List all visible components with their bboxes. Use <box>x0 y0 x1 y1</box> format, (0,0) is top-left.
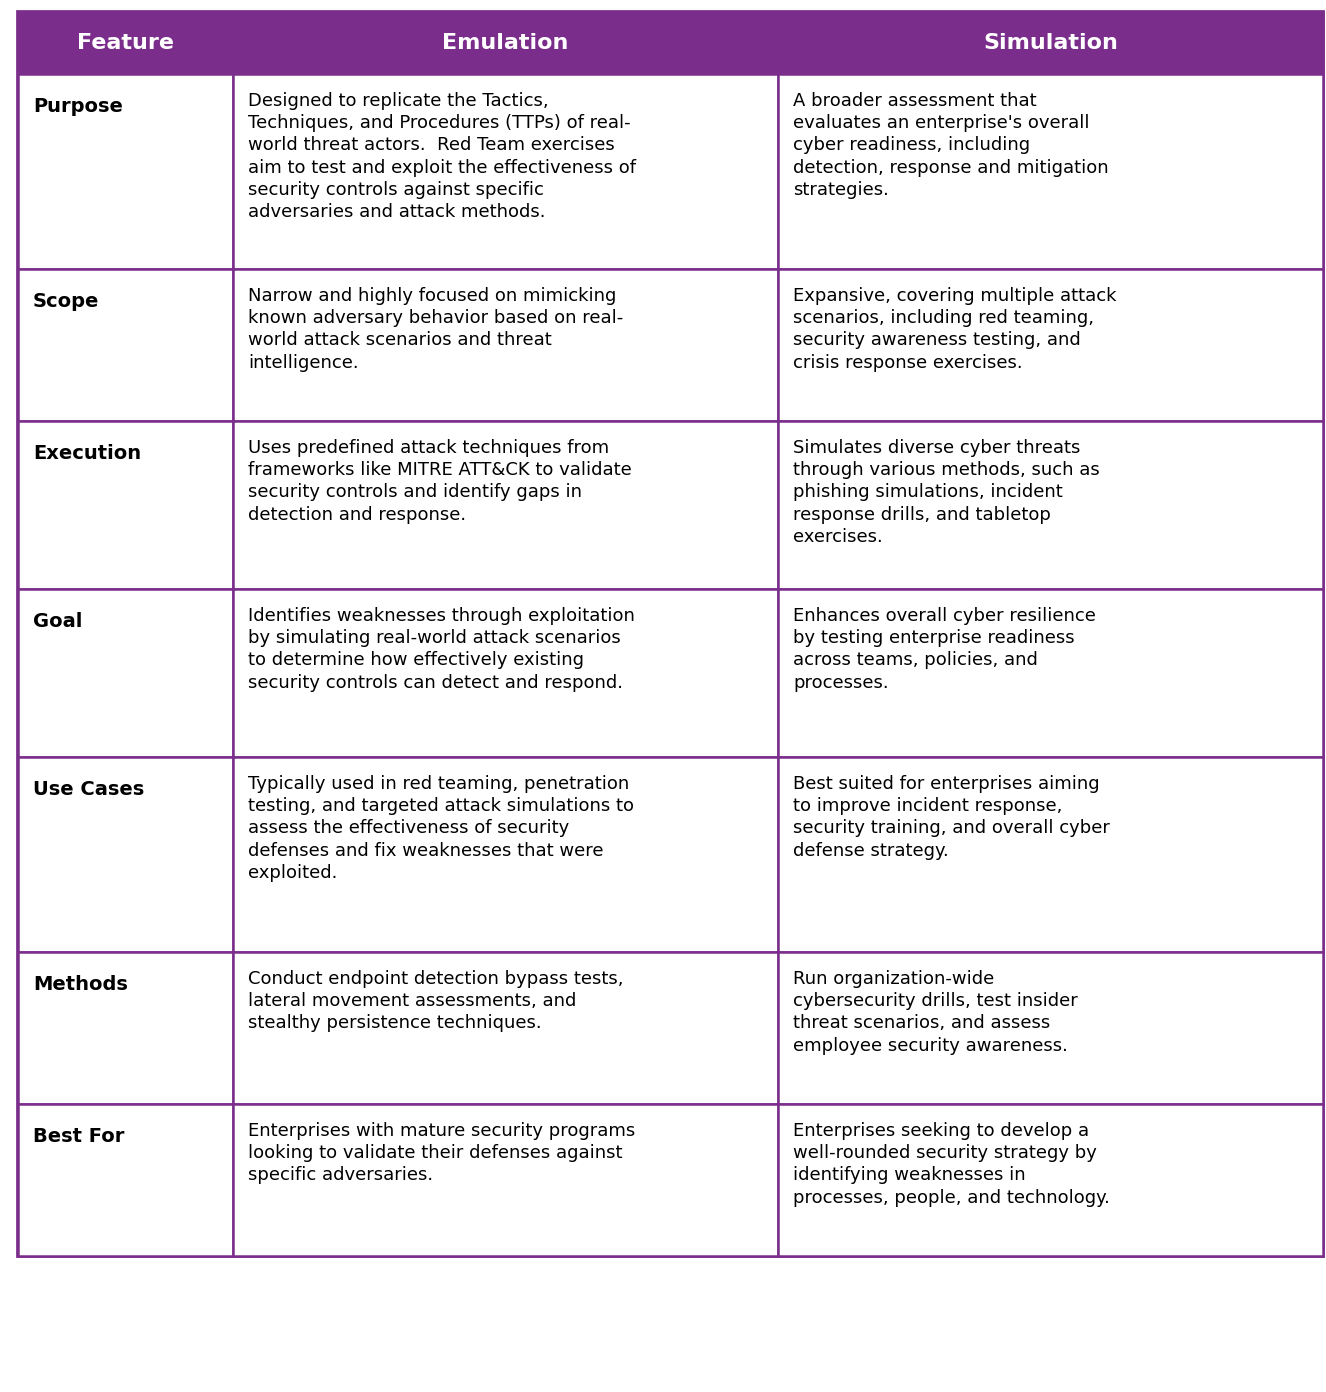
Bar <box>19 1104 233 1256</box>
Bar <box>19 13 233 74</box>
Text: Execution: Execution <box>33 444 141 464</box>
Text: Feature: Feature <box>77 33 174 53</box>
Text: Enterprises with mature security programs
looking to validate their defenses aga: Enterprises with mature security program… <box>248 1122 635 1185</box>
Bar <box>778 420 1323 589</box>
Text: Simulates diverse cyber threats
through various methods, such as
phishing simula: Simulates diverse cyber threats through … <box>793 438 1099 546</box>
Text: Best For: Best For <box>33 1128 125 1146</box>
Text: Best suited for enterprises aiming
to improve incident response,
security traini: Best suited for enterprises aiming to im… <box>793 775 1110 860</box>
Bar <box>233 1104 778 1256</box>
Bar <box>19 74 233 269</box>
Bar <box>233 589 778 757</box>
Bar <box>778 269 1323 420</box>
Text: Run organization-wide
cybersecurity drills, test insider
threat scenarios, and a: Run organization-wide cybersecurity dril… <box>793 970 1078 1055</box>
Bar <box>19 757 233 952</box>
Text: Uses predefined attack techniques from
frameworks like MITRE ATT&CK to validate
: Uses predefined attack techniques from f… <box>248 438 631 523</box>
Bar <box>233 13 778 74</box>
Text: Use Cases: Use Cases <box>33 780 145 799</box>
Text: Scope: Scope <box>33 292 99 310</box>
Text: Conduct endpoint detection bypass tests,
lateral movement assessments, and
steal: Conduct endpoint detection bypass tests,… <box>248 970 623 1033</box>
Bar <box>778 952 1323 1104</box>
Text: Goal: Goal <box>33 612 82 631</box>
Text: Purpose: Purpose <box>33 97 123 116</box>
Text: Enterprises seeking to develop a
well-rounded security strategy by
identifying w: Enterprises seeking to develop a well-ro… <box>793 1122 1110 1207</box>
Text: Simulation: Simulation <box>983 33 1118 53</box>
Text: Narrow and highly focused on mimicking
known adversary behavior based on real-
w: Narrow and highly focused on mimicking k… <box>248 287 623 372</box>
Bar <box>778 1104 1323 1256</box>
Bar <box>233 269 778 420</box>
Text: Emulation: Emulation <box>443 33 569 53</box>
Text: Expansive, covering multiple attack
scenarios, including red teaming,
security a: Expansive, covering multiple attack scen… <box>793 287 1116 372</box>
Bar <box>778 757 1323 952</box>
Text: Identifies weaknesses through exploitation
by simulating real-world attack scena: Identifies weaknesses through exploitati… <box>248 607 635 692</box>
Bar <box>233 757 778 952</box>
Text: Designed to replicate the Tactics,
Techniques, and Procedures (TTPs) of real-
wo: Designed to replicate the Tactics, Techn… <box>248 92 636 221</box>
Bar <box>19 952 233 1104</box>
Bar <box>19 13 1323 1256</box>
Bar <box>778 13 1323 74</box>
Bar <box>233 420 778 589</box>
Text: Typically used in red teaming, penetration
testing, and targeted attack simulati: Typically used in red teaming, penetrati… <box>248 775 634 881</box>
Bar <box>19 269 233 420</box>
Bar <box>19 589 233 757</box>
Bar <box>19 420 233 589</box>
Bar <box>233 74 778 269</box>
Bar <box>233 952 778 1104</box>
Text: A broader assessment that
evaluates an enterprise's overall
cyber readiness, inc: A broader assessment that evaluates an e… <box>793 92 1109 199</box>
Text: Methods: Methods <box>33 974 127 994</box>
Text: Enhances overall cyber resilience
by testing enterprise readiness
across teams, : Enhances overall cyber resilience by tes… <box>793 607 1095 692</box>
Bar <box>778 589 1323 757</box>
Bar <box>778 74 1323 269</box>
